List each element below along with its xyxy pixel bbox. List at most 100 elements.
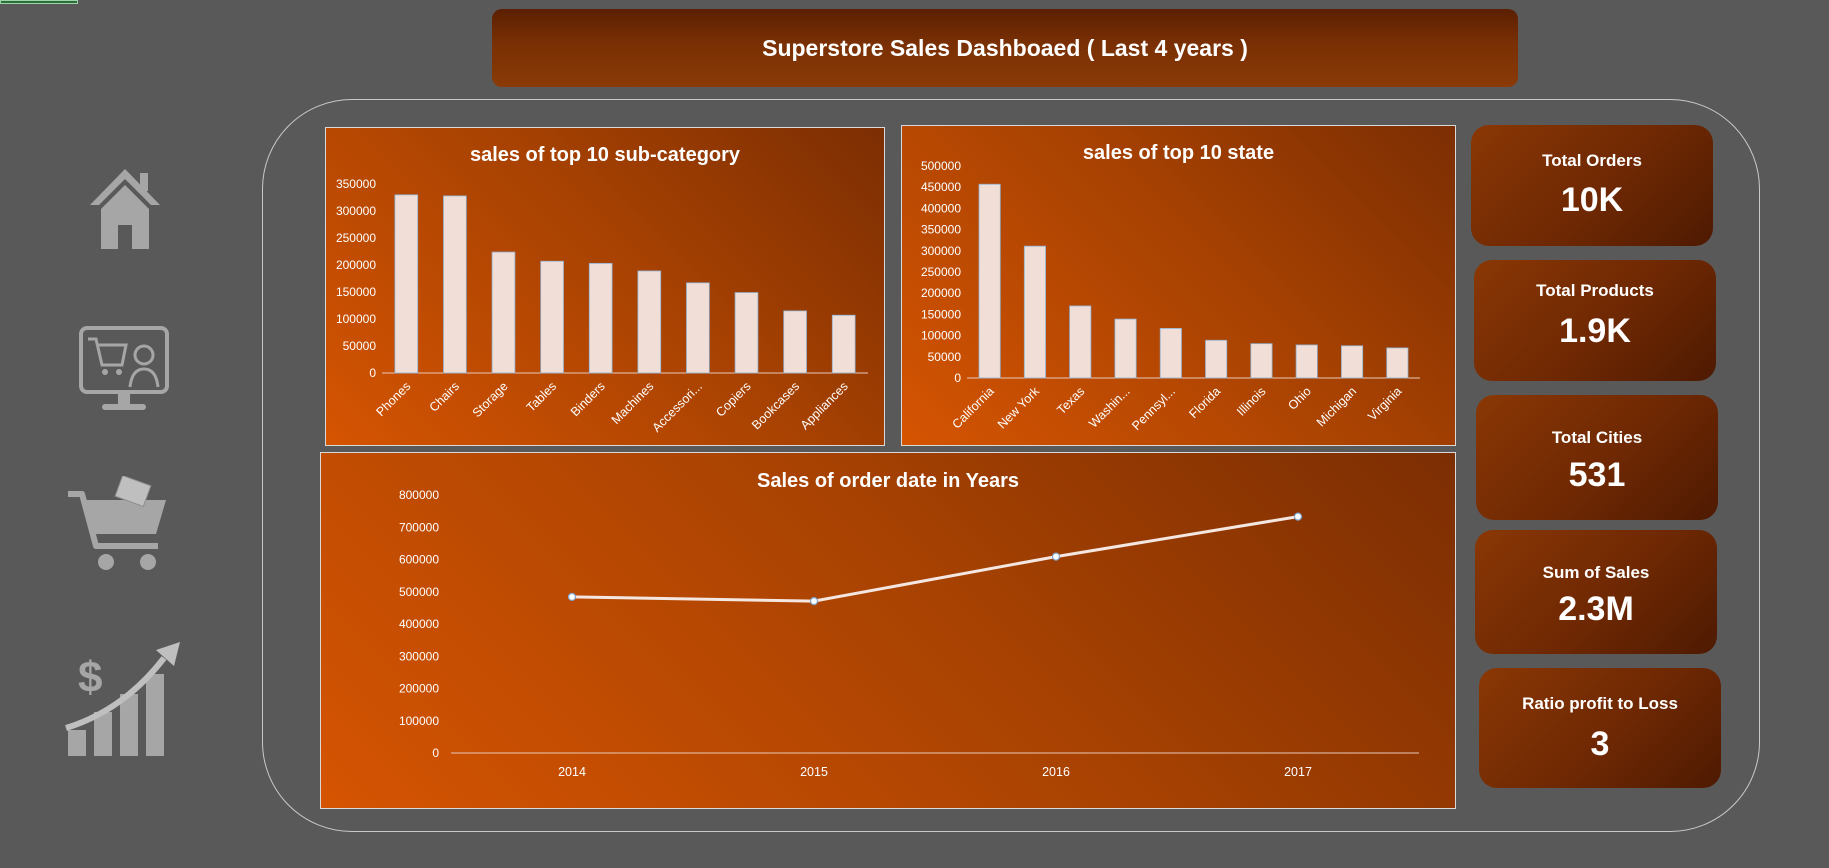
kpi-label: Sum of Sales	[1542, 563, 1650, 582]
bar	[637, 270, 662, 374]
y-tick-label: 700000	[399, 520, 439, 534]
bar	[978, 183, 1001, 379]
bar	[540, 260, 564, 374]
bar	[1114, 318, 1137, 379]
y-tick-label: 450000	[921, 180, 961, 194]
data-point	[567, 592, 577, 602]
x-tick-label: Machines	[609, 379, 657, 427]
y-tick-label: 800000	[399, 488, 439, 502]
bar	[1250, 343, 1273, 379]
x-tick-label: Texas	[1054, 384, 1087, 417]
bar	[394, 194, 419, 374]
y-tick-label: 300000	[921, 244, 961, 258]
bar	[1159, 327, 1182, 379]
x-tick-label: Appliances	[798, 379, 851, 432]
kpi-label: Total Products	[1536, 281, 1654, 300]
yearly-sales-line-chart: 0 100000 200000 300000 400000 500000 600000 700…	[399, 488, 1419, 779]
y-tick-label: 250000	[921, 265, 961, 279]
subcategory-bar-chart: 0 50000 100000 150000 200000 250000 300000 3500…	[336, 177, 868, 435]
x-tick-label: 2017	[1284, 765, 1312, 779]
y-tick-label: 100000	[399, 714, 439, 728]
kpi-total-products: Total Products 1.9K	[1474, 260, 1716, 381]
bar	[734, 292, 759, 374]
svg-text:$: $	[78, 653, 102, 702]
y-tick-label: 0	[954, 371, 961, 385]
bar	[1341, 345, 1364, 379]
bar	[686, 282, 710, 374]
kpi-value: 531	[1568, 456, 1626, 494]
kpi-value: 3	[1590, 725, 1610, 763]
x-tick-label: Storage	[470, 379, 511, 420]
series-line	[571, 515, 1299, 603]
dashboard-frame	[262, 99, 1760, 832]
bar	[1386, 347, 1409, 379]
subcategory-chart-panel: sales of top 10 sub-category 0 50000 10000…	[325, 127, 885, 446]
y-tick-label: 300000	[399, 649, 439, 663]
x-tick-label: Illinois	[1234, 384, 1268, 418]
y-tick-label: 50000	[343, 339, 377, 353]
x-tick-label: 2015	[800, 765, 828, 779]
kpi-label: Ratio profit to Loss	[1522, 694, 1678, 713]
y-tick-label: 0	[369, 366, 376, 380]
x-tick-label: Chairs	[427, 379, 462, 414]
yearly-sales-chart-panel: Sales of order date in Years 0 100000 2000…	[320, 452, 1456, 809]
kpi-ratio-profit-loss: Ratio profit to Loss 3	[1479, 668, 1721, 788]
bar	[1023, 245, 1046, 379]
y-tick-label: 500000	[399, 585, 439, 599]
y-tick-label: 100000	[336, 312, 376, 326]
y-tick-label: 350000	[921, 223, 961, 237]
state-bar-chart: 0 50000 100000 150000 200000 250000 300000 3500…	[921, 159, 1420, 433]
dashboard-title: Superstore Sales Dashboaed ( Last 4 year…	[762, 34, 1248, 61]
y-tick-label: 500000	[921, 159, 961, 173]
y-tick-label: 200000	[399, 682, 439, 696]
yearly-sales-chart-title: Sales of order date in Years	[757, 470, 1019, 492]
bar	[588, 262, 613, 374]
x-tick-label: Ohio	[1285, 384, 1314, 413]
y-tick-label: 300000	[336, 204, 376, 218]
y-tick-label: 400000	[921, 201, 961, 215]
x-tick-label: Michigan	[1314, 384, 1359, 429]
y-tick-label: 150000	[921, 307, 961, 321]
home-icon[interactable]	[88, 165, 162, 251]
kpi-value: 10K	[1560, 181, 1624, 219]
y-tick-label: 150000	[336, 285, 376, 299]
x-tick-label: Accessori...	[649, 379, 705, 435]
y-tick-label: 350000	[336, 177, 376, 191]
x-tick-label: Pennsyl...	[1129, 384, 1178, 433]
bar	[491, 251, 516, 374]
x-tick-label: California	[950, 384, 997, 431]
x-tick-label: Virginia	[1365, 384, 1404, 423]
y-tick-label: 250000	[336, 231, 376, 245]
kpi-value: 2.3M	[1558, 590, 1634, 628]
x-tick-label: 2016	[1042, 765, 1070, 779]
online-shopping-monitor-icon[interactable]	[78, 325, 170, 417]
x-tick-label: Florida	[1186, 384, 1223, 421]
y-tick-label: 200000	[336, 258, 376, 272]
x-tick-label: Tables	[524, 379, 559, 414]
data-point	[1051, 552, 1061, 561]
x-tick-label: Bookcases	[749, 379, 802, 432]
kpi-value: 1.9K	[1559, 312, 1631, 350]
state-chart-title: sales of top 10 state	[1082, 142, 1275, 164]
bar	[443, 195, 467, 374]
bar	[783, 310, 807, 374]
y-tick-label: 100000	[921, 329, 961, 343]
bar	[1069, 305, 1092, 379]
data-point	[809, 597, 819, 606]
kpi-sum-of-sales: Sum of Sales 2.3M	[1475, 530, 1717, 654]
kpi-label: Total Cities	[1551, 428, 1643, 447]
x-tick-label: Binders	[568, 379, 608, 419]
dashboard-title-banner: Superstore Sales Dashboaed ( Last 4 year…	[492, 9, 1518, 87]
sales-growth-dollar-icon[interactable]: $	[64, 640, 182, 758]
x-tick-label: Phones	[374, 379, 414, 419]
state-chart-panel: sales of top 10 state 0 50000 100000 150000…	[901, 125, 1456, 446]
kpi-total-orders: Total Orders 10K	[1471, 125, 1713, 246]
x-tick-label: New York	[995, 384, 1043, 432]
bar	[1295, 344, 1318, 379]
selected-cell-indicator	[0, 0, 78, 4]
shopping-cart-icon[interactable]	[66, 474, 170, 572]
y-tick-label: 0	[432, 746, 439, 760]
y-tick-label: 200000	[921, 286, 961, 300]
x-tick-label: 2014	[558, 765, 586, 779]
bar	[1205, 339, 1228, 379]
